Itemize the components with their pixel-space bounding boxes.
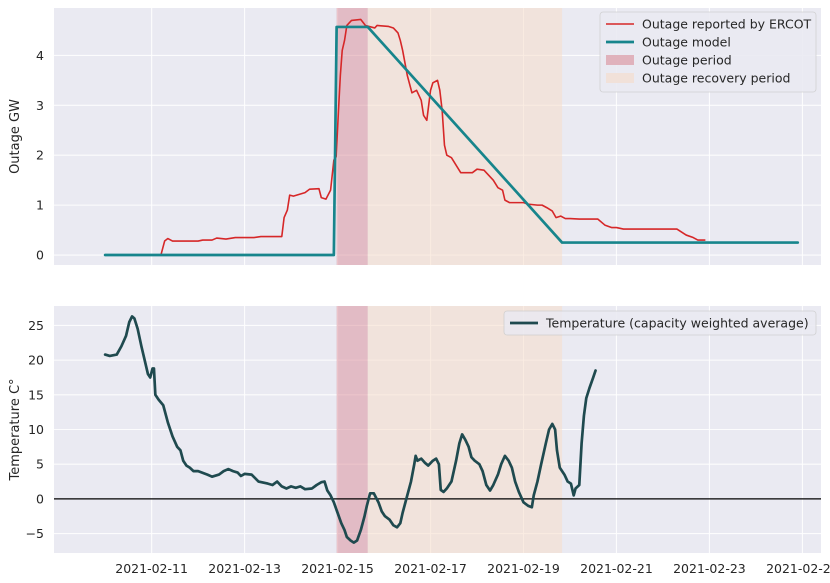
y-tick-label: −5 bbox=[26, 526, 44, 541]
legend-label-outage-reported-by-ercot: Outage reported by ERCOT bbox=[642, 17, 812, 32]
y-tick-label: 0 bbox=[36, 248, 44, 263]
temperature-series bbox=[103, 315, 597, 544]
x-tick-label: 2021-02-17 bbox=[394, 561, 467, 576]
outage-series bbox=[103, 18, 800, 257]
y-tick-label: 5 bbox=[36, 457, 44, 472]
y-tick-label: 0 bbox=[36, 491, 44, 506]
x-tick-label: 2021-02-21 bbox=[580, 561, 653, 576]
outage-y-axis-label: Outage GW bbox=[8, 99, 23, 174]
outage-recovery-period-span bbox=[367, 306, 563, 553]
legend-swatch-outage-period bbox=[606, 55, 634, 65]
x-tick-label: 2021-02-19 bbox=[487, 561, 560, 576]
y-tick-label: 3 bbox=[36, 98, 44, 113]
outage-panel: 0 1 2 3 4 Outage GW Outage reported by ERCOT… bbox=[8, 8, 821, 265]
x-tick-label: 2021-02-23 bbox=[673, 561, 746, 576]
x-tick-label: 2021-02-25 bbox=[766, 561, 830, 576]
temperature-x-tick-labels: 2021-02-11 2021-02-13 2021-02-15 2021-02-17… bbox=[115, 561, 830, 576]
temperature-capacity-weighted-average-line bbox=[103, 315, 597, 544]
legend-box bbox=[503, 310, 817, 336]
legend-box bbox=[599, 11, 817, 93]
outage-period-span bbox=[336, 8, 368, 265]
y-tick-label: 25 bbox=[28, 318, 44, 333]
outage-model-line bbox=[103, 25, 800, 257]
temperature-spans bbox=[336, 306, 563, 553]
legend-label-outage-model: Outage model bbox=[642, 35, 731, 50]
temperature-y-tick-labels: −5 0 5 10 15 20 25 bbox=[26, 318, 44, 541]
temperature-y-axis-label: Temperature C° bbox=[8, 378, 23, 481]
outage-spans bbox=[336, 8, 563, 265]
y-tick-label: 20 bbox=[28, 353, 44, 368]
y-tick-label: 15 bbox=[28, 387, 44, 402]
x-tick-label: 2021-02-13 bbox=[208, 561, 281, 576]
y-tick-label: 2 bbox=[36, 148, 44, 163]
legend-label-outage-period: Outage period bbox=[642, 53, 732, 68]
x-tick-label: 2021-02-15 bbox=[301, 561, 374, 576]
outage-period-span bbox=[336, 306, 368, 553]
legend-swatch-outage-recovery-period bbox=[606, 73, 634, 83]
outage-legend: Outage reported by ERCOT Outage model Outa… bbox=[599, 11, 817, 93]
legend-label-outage-recovery-period: Outage recovery period bbox=[642, 71, 790, 86]
y-tick-label: 1 bbox=[36, 198, 44, 213]
y-tick-label: 4 bbox=[36, 48, 44, 63]
y-tick-label: 10 bbox=[28, 422, 44, 437]
x-tick-label: 2021-02-11 bbox=[115, 561, 188, 576]
outage-reported-by-ercot-line bbox=[160, 18, 706, 256]
temperature-legend: Temperature (capacity weighted average) bbox=[503, 310, 817, 336]
outage-y-tick-labels: 0 1 2 3 4 bbox=[36, 48, 44, 263]
legend-label-temperature-capacity-weighted-average: Temperature (capacity weighted average) bbox=[545, 316, 809, 331]
